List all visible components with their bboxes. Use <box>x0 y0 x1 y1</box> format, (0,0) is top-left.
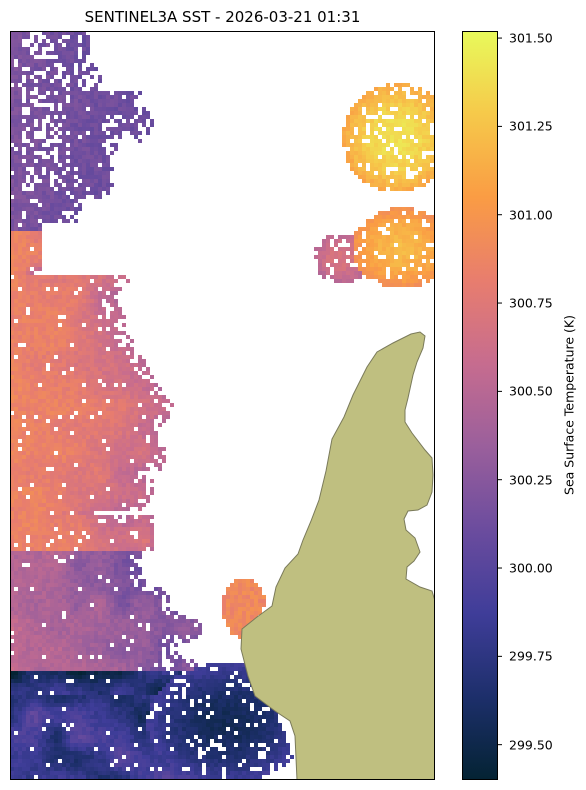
colorbar-label: Sea Surface Temperature (K) <box>561 315 577 495</box>
colorbar-tick-label: 299.75 <box>509 648 553 664</box>
land-mass <box>240 331 435 780</box>
colorbar-tick-label: 301.50 <box>509 30 553 46</box>
map-frame <box>10 31 435 780</box>
colorbar-tick-label: 299.50 <box>509 737 553 753</box>
colorbar-tick-label: 300.00 <box>509 560 553 576</box>
sst-map <box>10 31 435 780</box>
colorbar-tick-label: 300.75 <box>509 295 553 311</box>
sst-pixel-layer <box>10 31 435 780</box>
colorbar-tick-label: 300.50 <box>509 383 553 399</box>
colorbar-tick-label: 301.00 <box>509 207 553 223</box>
colorbar <box>462 31 502 780</box>
map-title: SENTINEL3A SST - 2026-03-21 01:31 <box>84 8 361 26</box>
colorbar-tick-label: 300.25 <box>509 472 553 488</box>
colorbar-gradient <box>462 31 502 780</box>
sst-map-canvas <box>10 31 435 780</box>
colorbar-tick-label: 301.25 <box>509 118 553 134</box>
